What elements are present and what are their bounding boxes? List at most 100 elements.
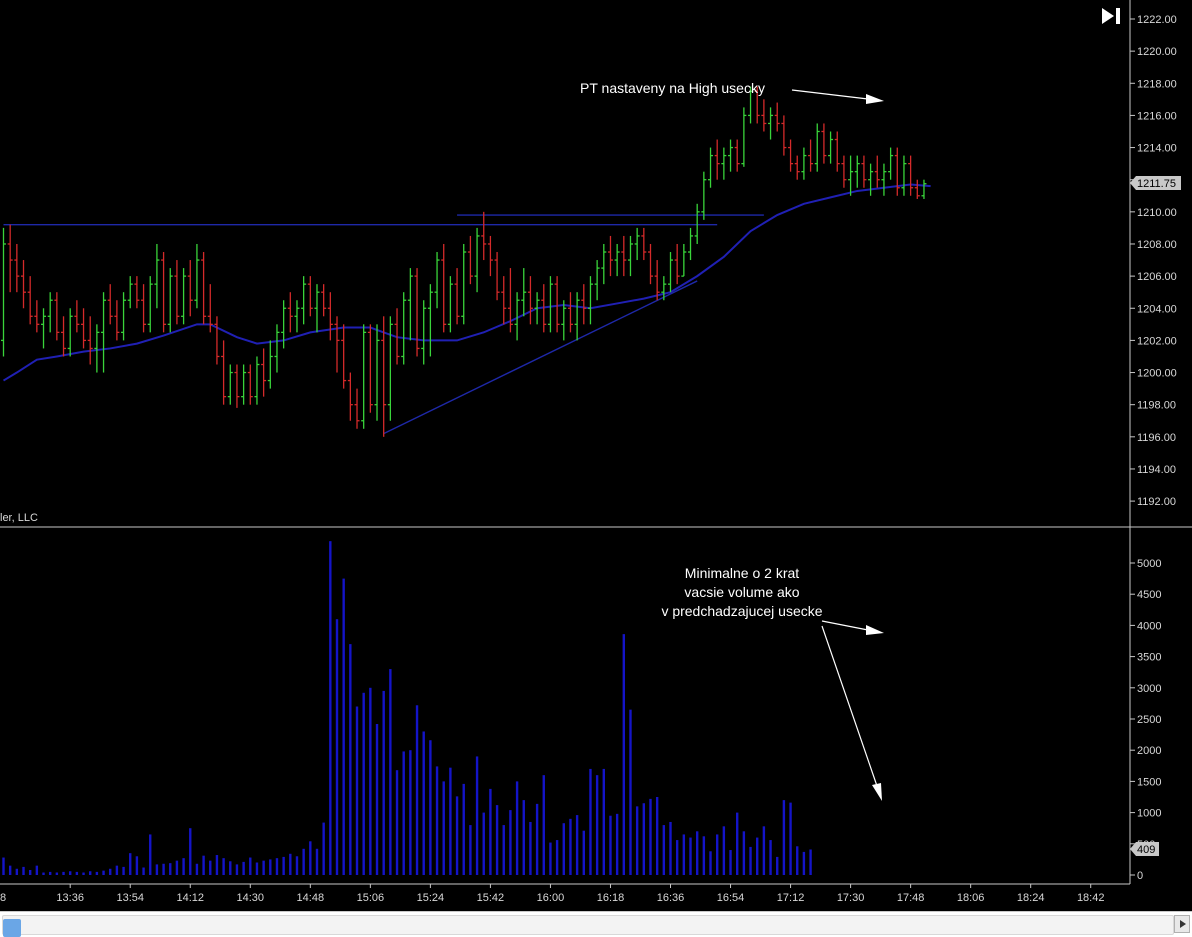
- ohlc-bar: [454, 268, 460, 325]
- volume-bar: [28, 870, 32, 875]
- ohlc-bar: [514, 292, 520, 341]
- price-tick-label: 1194.00: [1137, 464, 1176, 476]
- ohlc-bar: [281, 300, 287, 349]
- volume-bar: [515, 781, 519, 875]
- volume-bar: [569, 818, 572, 875]
- volume-bar: [796, 846, 799, 875]
- ohlc-bar: [561, 300, 567, 341]
- volume-bar: [282, 856, 285, 875]
- volume-bar: [369, 687, 372, 875]
- ohlc-bar: [127, 276, 133, 309]
- volume-tick-label: 4000: [1137, 620, 1161, 632]
- price-tick-label: 1208.00: [1137, 239, 1177, 251]
- scrollbar-track[interactable]: [2, 915, 1174, 937]
- ohlc-bar: [674, 243, 680, 285]
- time-tick-label: 18:24: [1017, 892, 1045, 904]
- ohlc-bar: [387, 316, 393, 421]
- volume-tick-label: 2000: [1137, 745, 1161, 757]
- pt-arrowhead: [866, 94, 884, 104]
- ohlc-bar: [87, 316, 93, 365]
- ohlc-bar: [47, 292, 53, 333]
- ohlc-bar: [341, 324, 347, 389]
- volume-bar: [48, 871, 52, 875]
- volume-bar: [262, 860, 265, 875]
- last-price-value: 1211.75: [1137, 178, 1176, 190]
- volume-bar: [269, 859, 272, 875]
- ohlc-bar: [261, 348, 267, 397]
- ohlc-bar: [681, 243, 687, 277]
- ohlc-bar: [487, 235, 493, 277]
- chart-background: [0, 0, 1192, 911]
- jump-to-end-button[interactable]: [1099, 4, 1125, 28]
- ohlc-bar: [101, 292, 107, 373]
- ohlc-bar: [167, 268, 173, 333]
- ohlc-bar: [474, 227, 480, 293]
- volume-bar: [102, 870, 105, 875]
- ohlc-bar: [147, 276, 153, 333]
- ohlc-bar: [221, 340, 227, 405]
- volume-bar: [189, 828, 192, 875]
- ohlc-bar: [721, 147, 727, 180]
- ohlc-bar: [581, 284, 587, 325]
- ohlc-bar: [781, 115, 787, 156]
- ohlc-bar: [494, 252, 500, 301]
- volume-bar: [409, 750, 412, 875]
- ohlc-bar: [434, 252, 440, 309]
- price-tick-label: 1206.00: [1137, 271, 1177, 283]
- price-tick-label: 1218.00: [1137, 78, 1177, 90]
- ohlc-bar: [547, 276, 553, 333]
- volume-bar: [756, 837, 759, 875]
- last-volume-marker: 409: [1130, 842, 1159, 856]
- time-tick-label: 13:36: [56, 892, 84, 904]
- volume-annotation-line2: vacsie volume ako: [684, 584, 799, 600]
- volume-bar: [762, 826, 766, 875]
- ohlc-bar: [181, 268, 187, 325]
- volume-bar: [695, 831, 699, 875]
- volume-bar: [395, 770, 399, 875]
- ohlc-bar: [1, 227, 6, 357]
- horizontal-scrollbar[interactable]: [0, 911, 1192, 937]
- ohlc-bar: [814, 123, 820, 172]
- ohlc-bar: [467, 235, 473, 285]
- ohlc-bar: [828, 131, 834, 164]
- time-tick-label: 14:30: [237, 892, 265, 904]
- scrollbar-thumb[interactable]: [3, 919, 21, 937]
- ohlc-bar: [107, 284, 113, 325]
- volume-bar: [82, 872, 85, 875]
- trend-line: [383, 280, 698, 435]
- ohlc-bar: [541, 284, 547, 333]
- scroll-right-button[interactable]: [1174, 915, 1190, 933]
- volume-bar: [802, 851, 806, 875]
- volume-bar: [615, 813, 619, 875]
- volume-bar: [129, 853, 132, 875]
- volume-bar: [322, 822, 325, 875]
- volume-bar: [142, 867, 145, 875]
- volume-bar: [682, 834, 686, 875]
- ohlc-bar: [507, 268, 513, 333]
- ohlc-bar: [841, 155, 847, 188]
- moving-average-line: [2, 183, 931, 382]
- ohlc-bar: [187, 260, 193, 317]
- volume-bar: [315, 848, 319, 875]
- price-tick-label: 1198.00: [1137, 400, 1176, 412]
- volume-bar: [675, 840, 679, 875]
- ohlc-bar: [441, 243, 447, 333]
- ohlc-bar: [381, 316, 387, 437]
- price-tick-label: 1216.00: [1137, 110, 1177, 122]
- volume-bar: [209, 860, 212, 875]
- ohlc-bar: [728, 139, 734, 172]
- ohlc-bar: [367, 324, 373, 413]
- ohlc-bar: [601, 243, 607, 285]
- volume-bar: [609, 815, 612, 875]
- volume-bar: [455, 796, 459, 875]
- last-price-marker: 1211.75: [1130, 176, 1181, 190]
- ohlc-bar: [7, 224, 13, 293]
- volume-bar: [195, 863, 199, 875]
- ohlc-bar: [914, 179, 920, 199]
- ohlc-bar: [868, 163, 874, 196]
- ohlc-bar: [501, 276, 507, 325]
- volume-annotation-line1: Minimalne o 2 krat: [685, 565, 799, 581]
- ohlc-bar: [594, 260, 600, 301]
- volume-bar: [782, 800, 786, 875]
- ohlc-bar: [134, 276, 140, 309]
